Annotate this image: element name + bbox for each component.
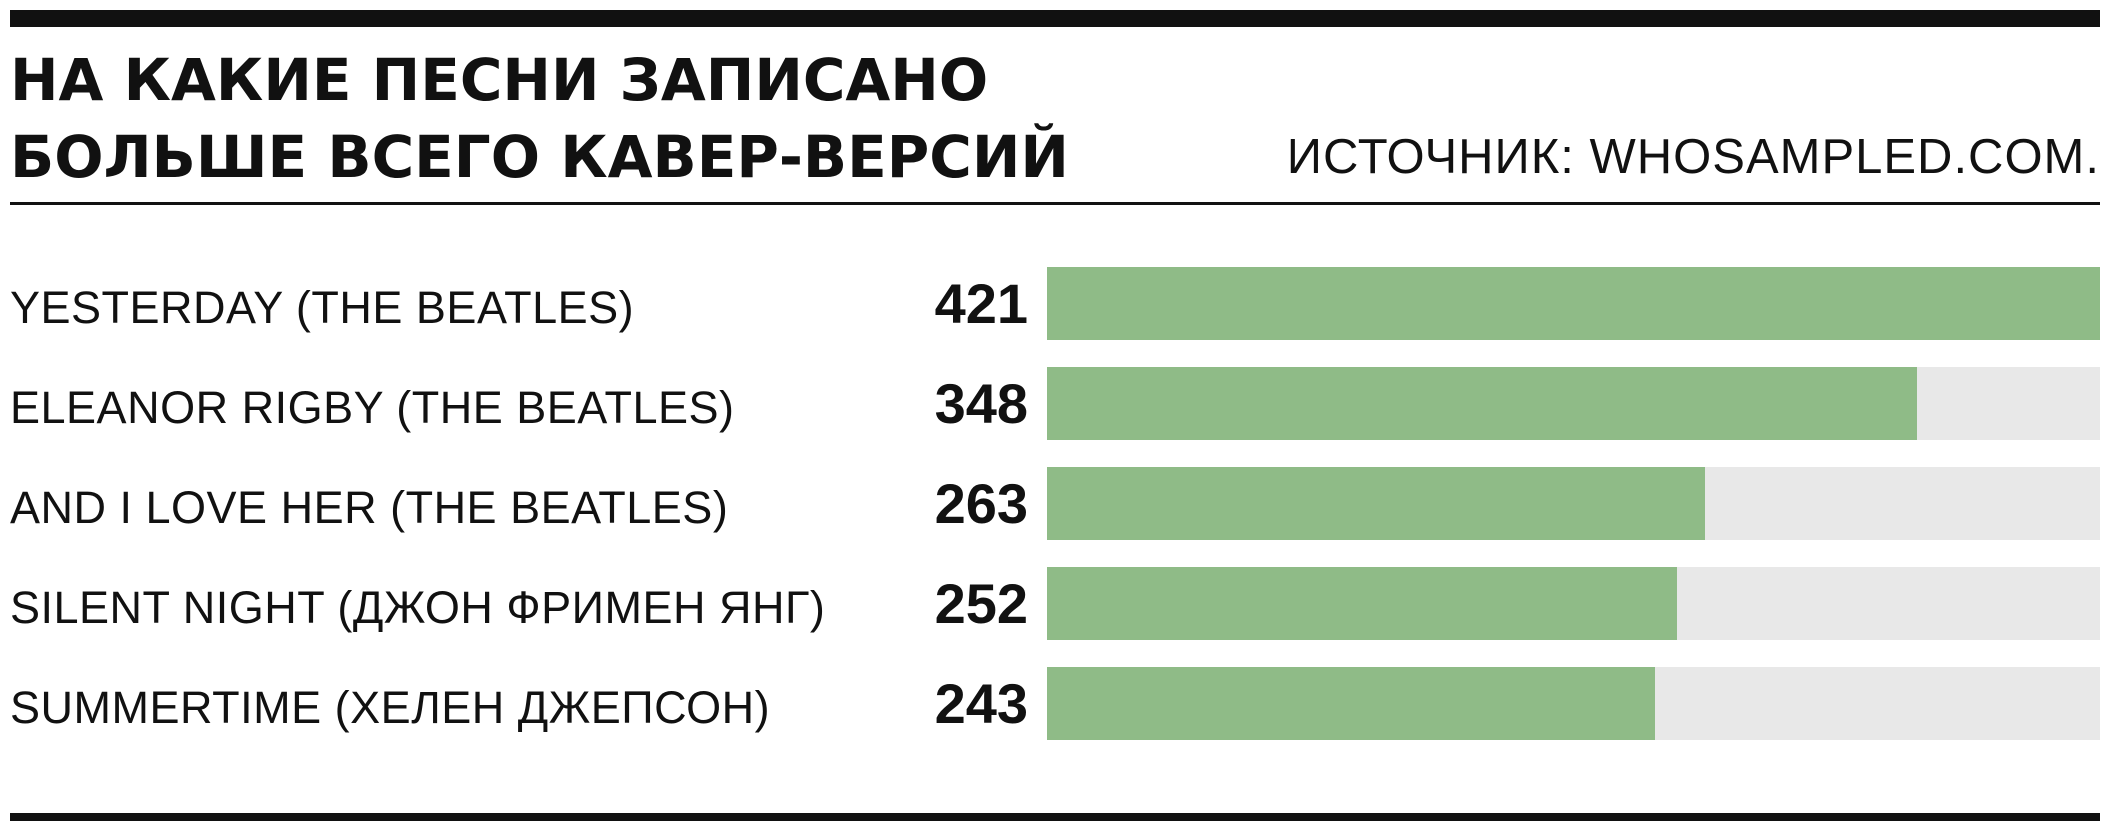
value-label: 243 xyxy=(934,671,1028,735)
value-label: 421 xyxy=(934,271,1028,335)
bar xyxy=(1047,367,1917,440)
bar-track xyxy=(1047,667,2100,740)
value-label: 252 xyxy=(934,571,1028,635)
bar xyxy=(1047,567,1677,640)
value-label: 348 xyxy=(934,371,1028,435)
bar xyxy=(1047,667,1655,740)
bar xyxy=(1047,467,1705,540)
bar-track xyxy=(1047,367,2100,440)
value-label: 263 xyxy=(934,471,1028,535)
category-label: SUMMERTIME (ХЕЛЕН ДЖЕПСОН) xyxy=(10,681,771,733)
category-label: YESTERDAY (THE BEATLES) xyxy=(10,281,635,333)
bar-track xyxy=(1047,267,2100,340)
top-rule xyxy=(10,10,2100,27)
bar xyxy=(1047,267,2100,340)
bar-track xyxy=(1047,567,2100,640)
bottom-rule xyxy=(10,813,2100,821)
category-label: ELEANOR RIGBY (THE BEATLES) xyxy=(10,381,735,433)
chart-title: НА КАКИЕ ПЕСНИ ЗАПИСАНО БОЛЬШЕ ВСЕГО КАВ… xyxy=(10,42,1260,196)
bar-track xyxy=(1047,467,2100,540)
header-divider xyxy=(10,202,2100,205)
chart-title-line-2: БОЛЬШЕ ВСЕГО КАВЕР-ВЕРСИЙ xyxy=(10,123,1069,191)
category-label: SILENT NIGHT (ДЖОН ФРИМЕН ЯНГ) xyxy=(10,581,826,633)
chart-title-line-1: НА КАКИЕ ПЕСНИ ЗАПИСАНО xyxy=(10,46,989,114)
category-label: AND I LOVE HER (THE BEATLES) xyxy=(10,481,729,533)
source-note: ИСТОЧНИК: WHOSAMPLED.COM. xyxy=(1286,130,2100,184)
